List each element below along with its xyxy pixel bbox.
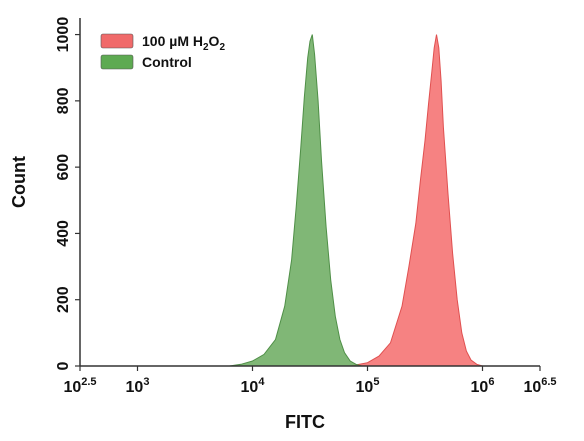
legend-swatch (100, 54, 134, 70)
y-tick-label: 400 (55, 220, 72, 247)
tick-labels: 0 200 400 600 800 1000 102.5 103 104 105 106 106.5 (55, 17, 557, 396)
axes (75, 18, 541, 371)
x-tick-label: 105 (356, 376, 380, 396)
legend-label: Control (142, 54, 192, 70)
y-tick-label: 800 (55, 87, 72, 114)
y-tick-label: 600 (55, 154, 72, 181)
x-tick-label: 106.5 (523, 376, 556, 396)
x-tick-label: 104 (241, 376, 266, 396)
y-tick-label: 1000 (55, 17, 72, 53)
legend-swatch (100, 33, 134, 49)
histogram-areas (229, 34, 483, 367)
x-axis-title: FITC (285, 412, 325, 432)
y-tick-label: 0 (55, 361, 72, 370)
y-tick-label: 200 (55, 286, 72, 313)
x-tick-label: 106 (471, 376, 495, 396)
series-area-0 (350, 34, 483, 367)
legend-label: 100 µM H2O2 (142, 33, 225, 53)
y-axis-title: Count (9, 156, 29, 208)
x-tick-label: 103 (126, 376, 150, 396)
series-area-1 (229, 34, 362, 367)
x-tick-label: 102.5 (63, 376, 96, 396)
